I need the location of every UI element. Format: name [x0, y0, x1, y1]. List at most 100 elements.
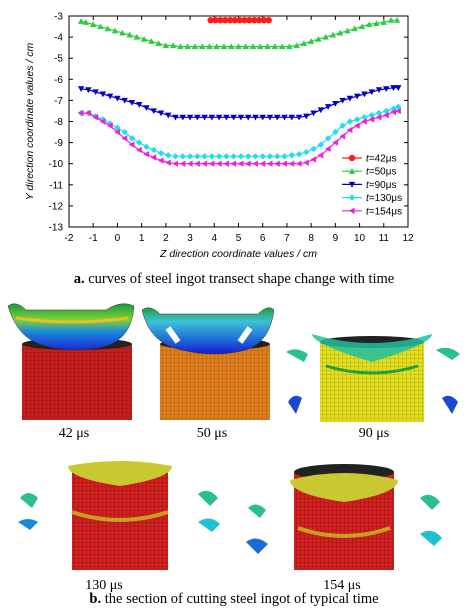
y-tick-label: -6 — [54, 75, 63, 86]
series-3-point — [259, 153, 266, 160]
caption-a-letter: a. — [73, 271, 85, 287]
series-4-point — [186, 160, 193, 167]
series-line-1 — [80, 19, 398, 48]
series-4-point — [230, 160, 237, 167]
series-0-point — [221, 17, 229, 24]
series-4-point — [259, 160, 266, 167]
y-tick-label: -8 — [54, 117, 63, 128]
x-tick-label: 12 — [402, 233, 414, 244]
series-2-point — [252, 114, 259, 121]
series-3-point — [143, 143, 150, 151]
series-1-point — [271, 43, 279, 50]
series-4-point — [346, 126, 353, 134]
series-1-point — [90, 21, 97, 27]
series-1-point — [337, 29, 344, 36]
series-4-point — [310, 156, 317, 163]
series-2-point — [332, 101, 339, 107]
series-4-point — [85, 109, 91, 117]
caption-b-text: the section of cutting steel ingot of ty… — [101, 591, 379, 607]
series-4-point — [237, 160, 244, 167]
series-4-point — [332, 139, 338, 146]
series-1-point — [177, 43, 184, 50]
series-0-point — [236, 17, 243, 24]
series-4-point — [303, 159, 309, 166]
series-2-point — [128, 99, 136, 106]
series-line-2 — [81, 87, 399, 118]
x-tick-label: 1 — [139, 233, 145, 244]
snapshot-label-50: 50 μs — [196, 426, 228, 441]
series-1-point — [220, 43, 228, 50]
series-2-point — [237, 114, 245, 121]
series-1-point — [322, 33, 329, 40]
series-0-point — [246, 17, 253, 24]
series-1-point — [293, 42, 300, 49]
series-2-point — [244, 114, 252, 121]
series-2-point — [186, 114, 194, 121]
series-4-point — [77, 109, 84, 117]
series-1-point — [155, 40, 162, 46]
series-3-point — [317, 141, 325, 148]
series-1-point — [206, 43, 213, 50]
series-1-point — [228, 43, 235, 50]
x-tick-label: -1 — [89, 233, 98, 244]
series-1-point — [257, 43, 264, 50]
series-1-point — [242, 43, 249, 50]
series-2-point — [339, 97, 346, 104]
series-3-point — [165, 152, 172, 159]
series-4-point — [395, 107, 401, 115]
series-4-point — [179, 160, 186, 167]
series-0-point — [241, 17, 248, 24]
series-3-point — [295, 151, 303, 158]
series-2-point — [281, 114, 288, 121]
y-tick-label: -3 — [54, 12, 63, 23]
legend-entry-1: t=50μs — [366, 167, 397, 178]
series-1-point — [133, 33, 140, 40]
snapshot-panel-130 — [14, 458, 224, 570]
series-3-point — [244, 153, 252, 160]
x-tick-label: 2 — [163, 233, 169, 244]
series-3-point — [252, 153, 259, 160]
series-1-point — [162, 42, 170, 49]
series-4-point — [201, 160, 208, 167]
series-2-point — [77, 86, 85, 92]
series-0-point — [217, 17, 224, 24]
series-1-point — [184, 43, 191, 50]
series-3-point — [201, 153, 208, 160]
x-tick-label: 4 — [212, 233, 218, 244]
series-3-point — [310, 145, 317, 153]
caption-b-letter: b. — [89, 591, 102, 607]
series-1-point — [300, 40, 308, 46]
series-4-point — [114, 128, 120, 136]
series-0-point — [255, 17, 263, 24]
series-3-point — [303, 148, 310, 156]
series-3-point — [208, 153, 216, 160]
snapshot-image-130 — [18, 461, 220, 570]
series-0-point — [260, 17, 268, 24]
series-3-point — [274, 153, 281, 160]
series-3-point — [361, 114, 368, 121]
legend-marker-1 — [348, 168, 356, 174]
x-tick-label: 3 — [187, 233, 193, 244]
series-2-point — [395, 85, 402, 91]
series-4-point — [244, 160, 251, 167]
series-3-point — [128, 135, 136, 142]
y-tick-label: -11 — [49, 180, 63, 191]
series-2-point — [368, 89, 375, 96]
series-1-point — [169, 42, 177, 49]
series-1-point — [119, 29, 126, 36]
series-2-point — [317, 107, 325, 114]
x-tick-label: 11 — [379, 233, 390, 244]
series-1-point — [140, 36, 148, 42]
series-0-point — [212, 17, 219, 24]
series-3-point — [136, 139, 143, 146]
caption-b: b. the section of cutting steel ingot of… — [0, 591, 468, 608]
series-2-point — [288, 114, 295, 121]
x-tick-label: -2 — [65, 233, 74, 244]
series-4-point — [361, 118, 367, 125]
x-tick-label: 7 — [284, 233, 290, 244]
series-2-point — [165, 112, 172, 119]
series-1-point — [264, 43, 271, 50]
series-4-point — [324, 145, 331, 153]
line-chart: -2 -1 0 1 2 3 4 5 6 7 8 9 10 11 12-3-4-5-6-7-8-9-10-11… — [24, 12, 414, 261]
legend-marker-3 — [348, 194, 356, 201]
